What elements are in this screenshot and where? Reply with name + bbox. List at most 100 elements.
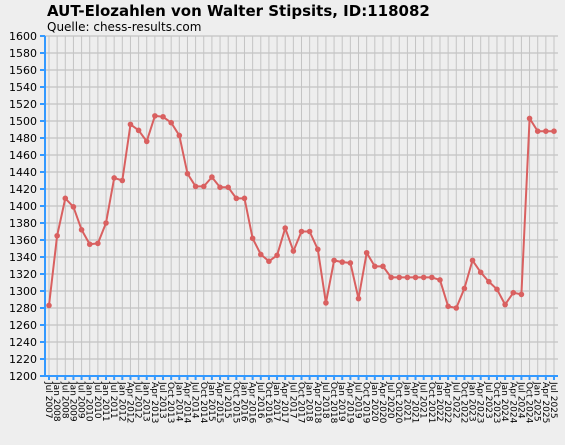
x-tick-label: Oct 2014 (198, 382, 208, 424)
data-point (404, 274, 411, 281)
x-tick-label: Jan 2025 (532, 381, 542, 422)
data-point (518, 291, 525, 298)
x-tick-label: Jan 2021 (401, 381, 411, 422)
x-tick-label: Jan 2022 (434, 381, 444, 422)
x-tick-label: Apr 2020 (377, 382, 387, 424)
y-tick-label: 1320 (9, 268, 37, 281)
y-tick-label: 1220 (9, 353, 37, 366)
x-tick-label: Jul 2020 (385, 381, 395, 419)
x-tick-label: Jul 2022 (450, 381, 460, 419)
x-tick-label: Apr 2019 (344, 382, 354, 424)
x-tick-label: Jul 2014 (190, 381, 200, 419)
y-tick-label: 1520 (9, 98, 37, 111)
y-tick-label: 1600 (9, 30, 37, 43)
data-point (355, 295, 362, 302)
data-point (78, 227, 85, 233)
data-point (103, 220, 109, 226)
data-point (429, 274, 435, 281)
y-tick-label: 1340 (9, 251, 37, 264)
data-point (339, 259, 346, 265)
data-point (266, 258, 272, 265)
x-tick-label: Jul 2025 (548, 381, 558, 419)
data-point (388, 274, 394, 281)
x-tick-label: Jul 2018 (320, 381, 330, 419)
y-tick-label: 1540 (9, 81, 37, 94)
data-point (298, 228, 305, 235)
x-tick-label: Jan 2012 (116, 381, 126, 422)
x-tick-label: Jan 2013 (141, 381, 151, 422)
data-point (152, 113, 158, 119)
data-point (477, 269, 484, 276)
x-tick-label: Oct 2018 (328, 382, 338, 424)
data-point (54, 232, 60, 239)
x-tick-label: Apr 2016 (247, 382, 257, 424)
data-point (160, 113, 166, 120)
y-tick-label: 1200 (9, 370, 37, 383)
data-point (543, 128, 549, 134)
y-tick-label: 1480 (9, 132, 37, 145)
x-tick-label: Jan 2011 (100, 381, 110, 422)
data-point (257, 251, 264, 258)
x-tick-label: Jan 2024 (499, 381, 509, 422)
grid (45, 35, 558, 377)
data-point (306, 228, 313, 235)
data-point (314, 246, 321, 253)
data-point (412, 274, 419, 281)
x-tick-label: Oct 2023 (491, 382, 501, 423)
data-point (143, 138, 150, 145)
data-point (331, 257, 337, 264)
data-point (534, 128, 541, 134)
y-tick-label: 1280 (9, 302, 37, 315)
data-point (119, 177, 126, 184)
x-tick-label: Apr 2018 (312, 382, 322, 424)
y-tick-label: 1400 (9, 200, 37, 213)
data-point (70, 204, 77, 210)
x-tick-label: Oct 2022 (458, 382, 468, 423)
y-tick-label: 1420 (9, 183, 37, 196)
y-tick-label: 1360 (9, 234, 37, 247)
data-point (551, 128, 557, 134)
x-tick-label: Jan 2014 (173, 381, 183, 422)
x-tick-label: Apr 2017 (279, 382, 289, 423)
x-tick-label: Oct 2017 (296, 382, 306, 423)
data-point (461, 285, 468, 292)
x-tick-label: Jul 2024 (515, 381, 525, 419)
data-point (494, 286, 500, 293)
x-tick-label: Jul 2017 (287, 381, 297, 419)
x-tick-label: Jul 2015 (222, 381, 232, 419)
data-point (168, 119, 174, 126)
x-tick-label: Apr 2021 (410, 382, 420, 423)
x-tick-label: Oct 2021 (426, 382, 436, 423)
data-point (526, 115, 533, 122)
x-tick-label: Jan 2016 (238, 381, 248, 422)
data-point (176, 132, 183, 139)
data-point (127, 121, 134, 128)
x-tick-label: Apr 2023 (475, 382, 485, 423)
x-tick-label: Oct 2019 (361, 382, 371, 424)
x-tick-label: Jan 2023 (467, 381, 477, 422)
x-tick-label: Oct 2020 (393, 382, 403, 424)
data-point (86, 241, 93, 248)
data-point (225, 184, 231, 191)
x-tick-label: Jul 2016 (255, 381, 265, 419)
x-tick-label: Jul 2011 (108, 381, 118, 419)
x-tick-label: Oct 2016 (263, 382, 273, 424)
data-point (62, 195, 69, 202)
x-tick-label: Apr 2024 (507, 382, 517, 424)
x-tick-label: Oct 2015 (230, 382, 240, 423)
x-tick-label: Jul 2007 (43, 381, 53, 419)
data-point (217, 184, 223, 191)
data-point (249, 235, 256, 242)
x-tick-label: Apr 2014 (181, 382, 191, 424)
x-tick-label: Oct 2024 (524, 382, 534, 424)
data-point (135, 127, 142, 134)
data-point (396, 274, 403, 281)
data-point (437, 277, 443, 283)
data-point (111, 175, 117, 181)
data-point (469, 257, 476, 264)
x-tick-label: Apr 2025 (540, 382, 550, 423)
data-point (486, 278, 492, 285)
x-tick-label: Jul 2008 (59, 381, 69, 419)
data-point (420, 274, 427, 281)
